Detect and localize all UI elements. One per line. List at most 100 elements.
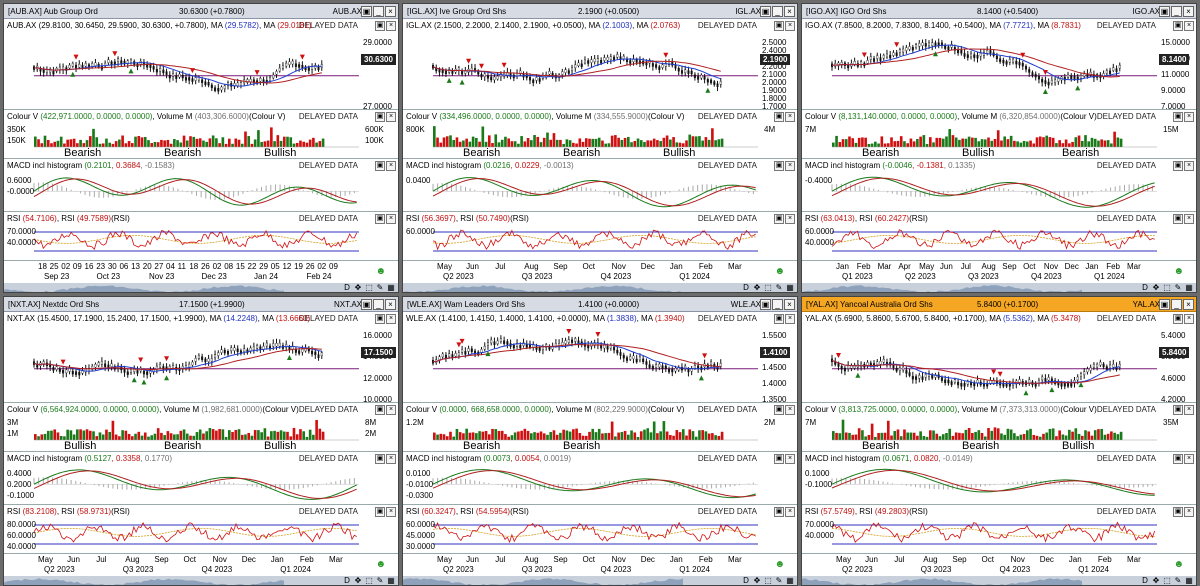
overview-scrollbar[interactable]: D ✥ ⬚ ✎ ▦: [403, 576, 797, 585]
layout-icon[interactable]: ▦: [786, 576, 794, 585]
minimize-button[interactable]: _: [373, 6, 384, 17]
close-button[interactable]: ×: [1183, 6, 1194, 17]
macd-pane[interactable]: DELAYED DATA ▣ × MACD incl histogram (0.512…: [4, 453, 398, 505]
pane-close-button[interactable]: ×: [785, 214, 795, 224]
pane-close-button[interactable]: ×: [1184, 405, 1194, 415]
panel-titlebar[interactable]: [YAL.AX] Yancoal Australia Ord Shs 5.8400…: [802, 297, 1196, 312]
rsi-pane[interactable]: DELAYED DATA ▣ × RSI (57.5749), RSI (49.280…: [802, 506, 1196, 554]
pane-restore-button[interactable]: ▣: [1173, 161, 1183, 171]
draw-mode-icon[interactable]: D: [743, 283, 749, 292]
minimize-button[interactable]: _: [1171, 299, 1182, 310]
draw-line-icon[interactable]: ✎: [376, 576, 384, 585]
macd-pane[interactable]: DELAYED DATA ▣ × MACD incl histogram (0.210…: [4, 160, 398, 212]
zoom-box-icon[interactable]: ⬚: [365, 283, 373, 292]
macd-pane[interactable]: DELAYED DATA ▣ × MACD incl histogram (0.007…: [403, 453, 797, 505]
pane-restore-button[interactable]: ▣: [1173, 507, 1183, 517]
pane-restore-button[interactable]: ▣: [1173, 314, 1183, 324]
close-button[interactable]: ×: [1183, 299, 1194, 310]
restore-button[interactable]: ▣: [1159, 299, 1170, 310]
pane-restore-button[interactable]: ▣: [375, 454, 385, 464]
pane-close-button[interactable]: ×: [1184, 507, 1194, 517]
macd-pane[interactable]: DELAYED DATA ▣ × MACD incl histogram (-0.00…: [802, 160, 1196, 212]
pan-icon[interactable]: ✥: [1152, 283, 1160, 292]
pan-icon[interactable]: ✥: [753, 576, 761, 585]
close-button[interactable]: ×: [385, 6, 396, 17]
minimize-button[interactable]: _: [373, 299, 384, 310]
price-pane[interactable]: DELAYED DATA ▣ × IGL.AX (2.1500, 2.2000, 2.…: [403, 20, 797, 111]
pane-restore-button[interactable]: ▣: [375, 314, 385, 324]
zoom-box-icon[interactable]: ⬚: [1163, 576, 1171, 585]
overview-scrollbar[interactable]: D ✥ ⬚ ✎ ▦: [802, 283, 1196, 292]
pane-restore-button[interactable]: ▣: [774, 214, 784, 224]
pane-restore-button[interactable]: ▣: [774, 161, 784, 171]
pane-close-button[interactable]: ×: [1184, 112, 1194, 122]
minimize-button[interactable]: _: [772, 299, 783, 310]
volume-pane[interactable]: DELAYED DATA ▣ × Colour V (8,131,140.0000, …: [802, 111, 1196, 159]
draw-mode-icon[interactable]: D: [344, 283, 350, 292]
overview-scrollbar[interactable]: D ✥ ⬚ ✎ ▦: [403, 283, 797, 292]
layout-icon[interactable]: ▦: [1185, 576, 1193, 585]
rsi-pane[interactable]: DELAYED DATA ▣ × RSI (60.3247), RSI (54.595…: [403, 506, 797, 554]
pane-restore-button[interactable]: ▣: [774, 314, 784, 324]
draw-line-icon[interactable]: ✎: [775, 576, 783, 585]
chart-panel-yal-ax[interactable]: [YAL.AX] Yancoal Australia Ord Shs 5.8400…: [801, 296, 1197, 586]
pane-close-button[interactable]: ×: [1184, 214, 1194, 224]
pane-restore-button[interactable]: ▣: [774, 405, 784, 415]
price-pane[interactable]: DELAYED DATA ▣ × WLE.AX (1.4100, 1.4150, 1.…: [403, 313, 797, 404]
layout-icon[interactable]: ▦: [387, 283, 395, 292]
pane-restore-button[interactable]: ▣: [774, 21, 784, 31]
pan-icon[interactable]: ✥: [354, 576, 362, 585]
pane-close-button[interactable]: ×: [386, 405, 396, 415]
panel-titlebar[interactable]: [WLE.AX] Wam Leaders Ord Shs 1.4100 (+0.0…: [403, 297, 797, 312]
pane-restore-button[interactable]: ▣: [375, 112, 385, 122]
panel-titlebar[interactable]: [IGL.AX] Ive Group Ord Shs 2.1900 (+0.050…: [403, 4, 797, 19]
status-smiley-icon[interactable]: ☻: [375, 559, 386, 570]
pane-restore-button[interactable]: ▣: [375, 507, 385, 517]
pane-close-button[interactable]: ×: [386, 214, 396, 224]
draw-mode-icon[interactable]: D: [344, 576, 350, 585]
volume-pane[interactable]: DELAYED DATA ▣ × Colour V (0.0000, 668,658.…: [403, 404, 797, 452]
pane-close-button[interactable]: ×: [386, 314, 396, 324]
zoom-box-icon[interactable]: ⬚: [1163, 283, 1171, 292]
minimize-button[interactable]: _: [1171, 6, 1182, 17]
pane-close-button[interactable]: ×: [785, 314, 795, 324]
pane-close-button[interactable]: ×: [785, 405, 795, 415]
restore-button[interactable]: ▣: [760, 6, 771, 17]
layout-icon[interactable]: ▦: [387, 576, 395, 585]
rsi-pane[interactable]: DELAYED DATA ▣ × RSI (63.0413), RSI (60.242…: [802, 213, 1196, 261]
restore-button[interactable]: ▣: [760, 299, 771, 310]
pane-close-button[interactable]: ×: [785, 161, 795, 171]
pane-close-button[interactable]: ×: [386, 454, 396, 464]
restore-button[interactable]: ▣: [361, 299, 372, 310]
pane-close-button[interactable]: ×: [785, 112, 795, 122]
close-button[interactable]: ×: [784, 6, 795, 17]
draw-line-icon[interactable]: ✎: [775, 283, 783, 292]
pane-close-button[interactable]: ×: [386, 161, 396, 171]
panel-titlebar[interactable]: [IGO.AX] IGO Ord Shs 8.1400 (+0.5400) IGO.…: [802, 4, 1196, 19]
pane-restore-button[interactable]: ▣: [774, 507, 784, 517]
pane-close-button[interactable]: ×: [1184, 161, 1194, 171]
pane-restore-button[interactable]: ▣: [1173, 405, 1183, 415]
pane-restore-button[interactable]: ▣: [774, 112, 784, 122]
pane-restore-button[interactable]: ▣: [1173, 454, 1183, 464]
pane-close-button[interactable]: ×: [785, 507, 795, 517]
status-smiley-icon[interactable]: ☻: [774, 266, 785, 277]
pane-restore-button[interactable]: ▣: [1173, 21, 1183, 31]
price-pane[interactable]: DELAYED DATA ▣ × IGO.AX (7.8500, 8.2000, 7.…: [802, 20, 1196, 111]
zoom-box-icon[interactable]: ⬚: [764, 283, 772, 292]
pane-close-button[interactable]: ×: [785, 454, 795, 464]
pane-close-button[interactable]: ×: [386, 112, 396, 122]
price-pane[interactable]: DELAYED DATA ▣ × NXT.AX (15.4500, 17.1900, …: [4, 313, 398, 404]
status-smiley-icon[interactable]: ☻: [1173, 266, 1184, 277]
chart-panel-wle-ax[interactable]: [WLE.AX] Wam Leaders Ord Shs 1.4100 (+0.0…: [402, 296, 798, 586]
pan-icon[interactable]: ✥: [1152, 576, 1160, 585]
draw-mode-icon[interactable]: D: [1142, 576, 1148, 585]
pane-restore-button[interactable]: ▣: [375, 21, 385, 31]
pane-close-button[interactable]: ×: [1184, 454, 1194, 464]
restore-button[interactable]: ▣: [1159, 6, 1170, 17]
draw-mode-icon[interactable]: D: [743, 576, 749, 585]
pane-close-button[interactable]: ×: [785, 21, 795, 31]
pane-restore-button[interactable]: ▣: [1173, 112, 1183, 122]
rsi-pane[interactable]: DELAYED DATA ▣ × RSI (54.7106), RSI (49.758…: [4, 213, 398, 261]
status-smiley-icon[interactable]: ☻: [774, 559, 785, 570]
